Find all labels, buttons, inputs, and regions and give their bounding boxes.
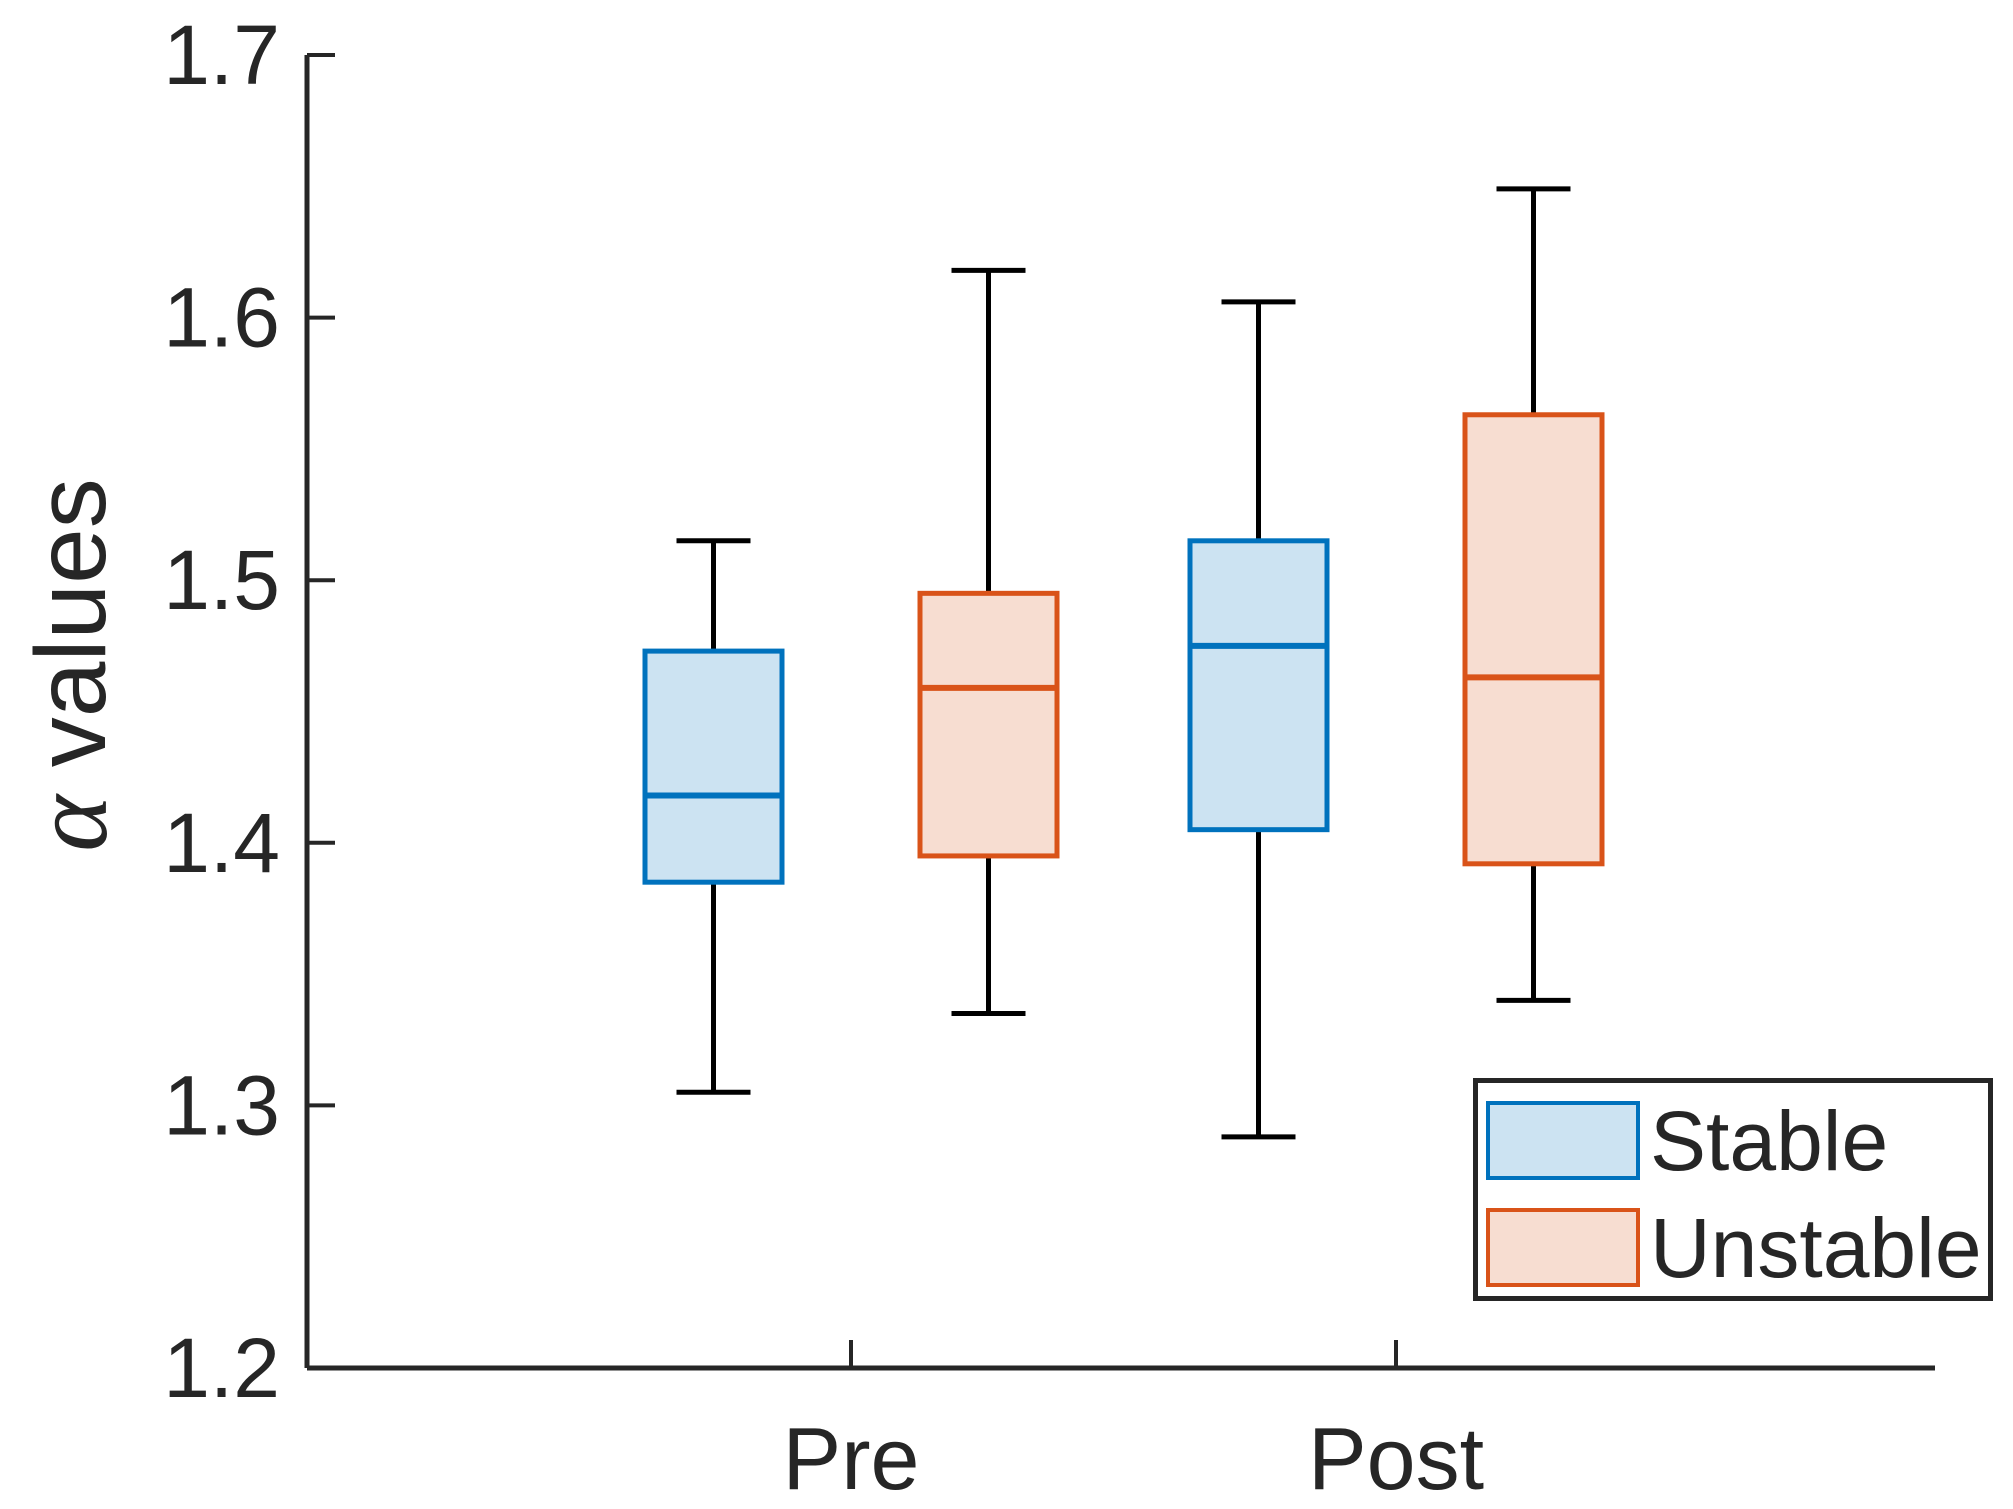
y-axis-label: α values: [6, 315, 136, 1015]
y-tick-label: 1.6: [163, 271, 280, 365]
y-tick-label: 1.7: [163, 8, 280, 102]
stable-label: Stable: [1650, 1093, 1889, 1188]
legend-item-stable: Stable: [1486, 1093, 1988, 1188]
y-tick-label: 1.2: [163, 1321, 280, 1415]
box-unstable-post: [1462, 412, 1605, 867]
legend-item-unstable: Unstable: [1486, 1200, 1988, 1295]
y-tick-label: 1.3: [163, 1058, 280, 1152]
unstable-label: Unstable: [1650, 1200, 1982, 1295]
box-unstable-pre: [917, 590, 1060, 859]
box-stable-post: [1187, 538, 1330, 833]
x-category-label: Post: [1308, 1409, 1484, 1508]
y-axis-label-text: values: [15, 478, 127, 796]
stable-swatch: [1486, 1101, 1640, 1180]
y-tick-label: 1.5: [163, 533, 280, 627]
box-stable-pre: [642, 648, 785, 885]
legend: Stable Unstable: [1473, 1078, 1993, 1301]
alpha-symbol: α: [11, 795, 130, 852]
y-tick-label: 1.4: [163, 796, 280, 890]
x-category-label: Pre: [783, 1409, 920, 1508]
unstable-swatch: [1486, 1208, 1640, 1287]
